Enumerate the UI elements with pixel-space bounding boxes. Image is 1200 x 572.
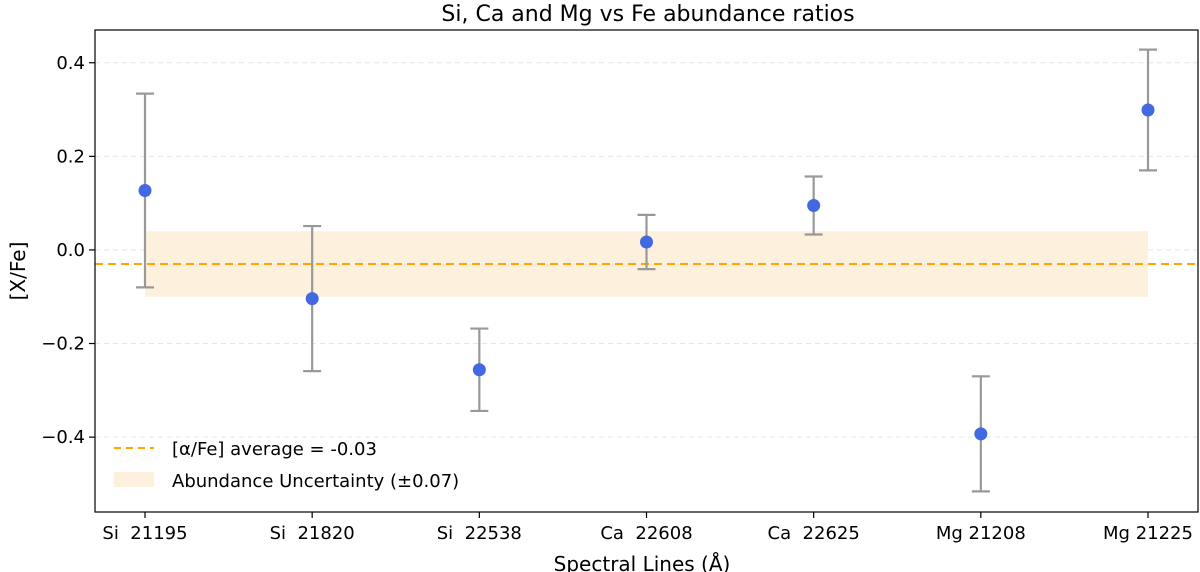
x-tick-label: Ca 22625 [768,523,860,544]
x-tick-label: Si 21820 [270,523,355,544]
data-point [974,427,988,441]
data-point [807,198,821,212]
data-point [640,235,653,249]
data-point [1141,103,1155,117]
y-tick-label: 0.4 [56,53,85,74]
x-tick-label: Si 22538 [437,523,522,544]
y-tick-label: −0.4 [41,427,85,448]
x-tick-label: Ca 22608 [600,523,692,544]
data-point [472,363,486,377]
legend: [α/Fe] average = -0.03 Abundance Uncerta… [114,439,459,492]
chart-title: Si, Ca and Mg vs Fe abundance ratios [441,2,854,27]
legend-band-label: Abundance Uncertainty (±0.07) [172,471,459,492]
legend-band-swatch [114,472,154,487]
legend-average-label: [α/Fe] average = -0.03 [172,439,377,460]
x-tick-label: Mg 21208 [936,523,1026,544]
data-point [305,292,319,306]
x-tick-label: Mg 21225 [1103,523,1193,544]
x-axis-label: Spectral Lines (Å) [554,552,731,572]
y-tick-label: 0.0 [56,240,85,261]
y-tick-label: 0.2 [56,146,85,167]
data-point [138,184,152,198]
x-tick-label: Si 21195 [102,523,187,544]
y-tick-label: −0.2 [41,334,85,355]
plot-area [95,48,1198,493]
y-axis-label: [X/Fe] [6,242,30,301]
